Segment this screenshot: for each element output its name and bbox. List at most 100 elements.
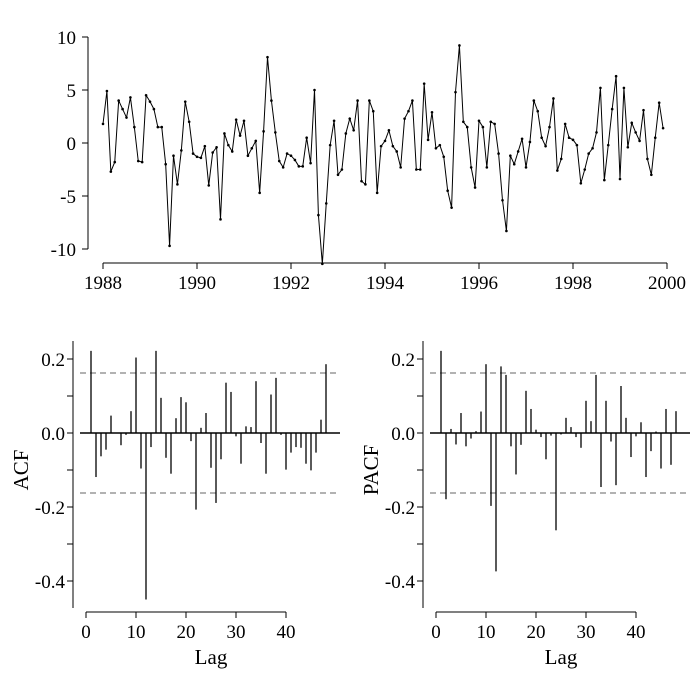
data-point [321, 262, 324, 266]
data-point [266, 55, 269, 59]
data-point [422, 82, 426, 85]
x-tick-label: 1988 [84, 273, 122, 294]
data-point [140, 160, 144, 164]
data-point [238, 134, 242, 137]
x-tick-label: 2000 [648, 273, 686, 294]
data-point [109, 170, 113, 173]
data-point [356, 99, 359, 102]
data-point [563, 122, 567, 126]
data-point [180, 149, 183, 152]
x-tick-label: 20 [177, 622, 196, 643]
data-point [501, 198, 504, 202]
data-point [199, 156, 203, 160]
data-point [481, 125, 485, 129]
data-point [176, 183, 179, 186]
data-point [348, 117, 352, 120]
pacf-plot: 0.2 0.0 -0.2 -0.4 0 10 20 30 40 Lag PACF [359, 341, 690, 669]
data-point [344, 132, 348, 135]
y-tick-label: 0.2 [391, 350, 415, 371]
data-point [156, 125, 160, 129]
data-point [610, 107, 614, 111]
x-tick-label: 10 [477, 622, 496, 643]
data-point [133, 125, 136, 129]
data-point [650, 173, 653, 177]
data-point [583, 168, 587, 171]
data-point [277, 159, 281, 163]
data-point [528, 140, 532, 144]
x-tick-label: 1996 [460, 273, 498, 294]
data-point [532, 99, 536, 102]
y-axis-title: PACF [359, 445, 383, 496]
acf-plot: 0.2 0.0 -0.2 -0.4 0 10 20 30 40 Lag ACF [9, 341, 340, 669]
data-point [516, 150, 520, 153]
data-point [148, 100, 152, 103]
data-point [164, 162, 167, 166]
data-point [642, 108, 645, 112]
data-point [418, 168, 422, 171]
x-tick-label: 30 [577, 622, 596, 643]
data-point [544, 144, 547, 148]
data-point [614, 74, 618, 78]
data-point [387, 128, 391, 132]
data-point [368, 99, 371, 102]
data-point [317, 213, 320, 217]
data-point [493, 122, 496, 126]
data-point [305, 136, 308, 139]
data-point [215, 145, 218, 149]
data-point [462, 120, 465, 124]
data-point [438, 143, 442, 147]
data-point [415, 168, 418, 171]
data-point [364, 183, 367, 186]
data-point [559, 157, 563, 161]
data-point [465, 125, 469, 129]
x-tick-label: 1992 [272, 273, 310, 294]
data-point [430, 110, 434, 114]
data-point [512, 162, 516, 166]
data-point [371, 109, 375, 113]
data-point [434, 147, 438, 150]
data-point [556, 169, 559, 172]
data-point [489, 120, 493, 124]
data-point [411, 99, 414, 102]
data-point [262, 130, 265, 133]
data-point [454, 90, 457, 94]
data-point [230, 150, 234, 153]
data-point [183, 100, 187, 103]
data-point [274, 131, 277, 134]
data-point [399, 166, 402, 169]
data-point [450, 206, 453, 209]
data-point [622, 86, 626, 90]
data-point [485, 166, 489, 169]
data-point [313, 88, 316, 92]
y-tick-label: -0.4 [385, 572, 416, 593]
data-point [638, 139, 641, 143]
data-point [540, 136, 543, 139]
data-point [289, 154, 293, 158]
data-point [653, 136, 657, 139]
data-point [548, 125, 551, 129]
y-tick-label: 0.2 [41, 350, 65, 371]
data-point [219, 218, 222, 221]
data-point [234, 118, 238, 121]
x-tick-label: 0 [431, 622, 441, 643]
x-tick-label: 10 [127, 622, 146, 643]
data-point [105, 89, 109, 93]
data-point [297, 165, 301, 168]
data-point [606, 143, 610, 147]
data-point [509, 154, 512, 158]
data-point [195, 155, 199, 159]
y-tick-label: -0.2 [385, 498, 415, 519]
data-point [152, 107, 156, 111]
x-tick-label: 1990 [178, 273, 216, 294]
x-tick-label: 1994 [366, 273, 405, 294]
data-point [301, 165, 305, 168]
data-point [250, 147, 254, 150]
data-point [144, 94, 148, 97]
data-point [160, 125, 164, 129]
x-tick-label: 40 [627, 622, 646, 643]
data-point [121, 107, 124, 111]
data-point [246, 154, 250, 158]
data-point [352, 128, 355, 132]
data-point [332, 119, 336, 123]
